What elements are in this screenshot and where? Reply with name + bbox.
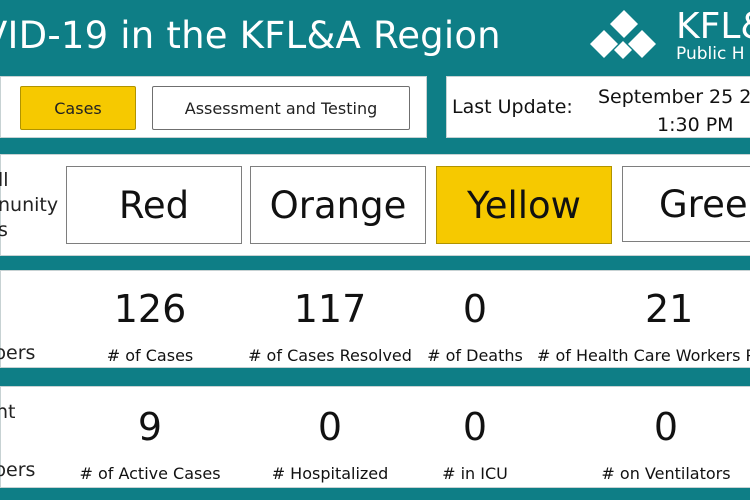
- stat-value: 0: [462, 287, 488, 331]
- stat-value: 21: [645, 287, 694, 331]
- stat-value: 126: [113, 287, 187, 331]
- current-side-label-bottom: bers: [0, 459, 36, 481]
- summary-stats-panel: [0, 270, 750, 368]
- stat-health-care-workers: 21 # of Health Care Workers Po: [537, 288, 750, 366]
- stat-label: # of Health Care Workers Po: [537, 346, 750, 365]
- stat-value: 0: [462, 405, 488, 449]
- tab-cases[interactable]: Cases: [20, 86, 136, 130]
- stat-label: # of Cases Resolved: [248, 346, 412, 365]
- level-red-label: Red: [118, 183, 190, 227]
- diamond-cluster-icon: [590, 10, 656, 59]
- last-update-label: Last Update:: [452, 96, 573, 118]
- current-side-label-top: nt: [0, 401, 16, 423]
- stat-label: # on Ventilators: [601, 464, 731, 483]
- stat-total-cases: 126 # of Cases: [70, 288, 230, 366]
- stat-deaths: 0 # of Deaths: [420, 288, 530, 366]
- tab-cases-label: Cases: [54, 98, 102, 118]
- dashboard-title: VID-19 in the KFL&A Region: [0, 14, 501, 57]
- stat-cases-resolved: 117 # of Cases Resolved: [235, 288, 425, 366]
- community-level-label: ll nunity s: [0, 169, 59, 241]
- logo-subtitle: Public H: [676, 44, 745, 64]
- stat-label: # Hospitalized: [271, 464, 389, 483]
- stat-hospitalized: 0 # Hospitalized: [235, 406, 425, 484]
- last-update-panel: [446, 76, 750, 138]
- logo-name: KFL&: [676, 6, 750, 47]
- stat-label: # in ICU: [442, 464, 508, 483]
- level-button-yellow[interactable]: Yellow: [436, 166, 612, 244]
- level-green-label: Green: [659, 182, 750, 226]
- tab-assessment-testing[interactable]: Assessment and Testing: [152, 86, 410, 130]
- stat-icu: 0 # in ICU: [420, 406, 530, 484]
- stat-value: 0: [653, 405, 679, 449]
- stat-label: # of Deaths: [427, 346, 523, 365]
- stat-value: 0: [317, 405, 343, 449]
- stat-active-cases: 9 # of Active Cases: [70, 406, 230, 484]
- level-button-orange[interactable]: Orange: [250, 166, 426, 244]
- level-orange-label: Orange: [269, 183, 407, 227]
- stat-value: 117: [293, 287, 367, 331]
- current-stats-panel: [0, 386, 750, 488]
- stat-label: # of Active Cases: [79, 464, 221, 483]
- tab-assessment-testing-label: Assessment and Testing: [184, 98, 378, 118]
- stat-label: # of Cases: [106, 346, 194, 365]
- last-update-time: 1:30 PM: [657, 114, 734, 136]
- summary-side-label: bers: [0, 342, 36, 364]
- stat-ventilators: 0 # on Ventilators: [586, 406, 746, 484]
- level-yellow-label: Yellow: [467, 183, 581, 227]
- last-update-date: September 25 20: [598, 86, 750, 108]
- level-button-red[interactable]: Red: [66, 166, 242, 244]
- level-button-green[interactable]: Green: [622, 166, 750, 242]
- stat-value: 9: [137, 405, 163, 449]
